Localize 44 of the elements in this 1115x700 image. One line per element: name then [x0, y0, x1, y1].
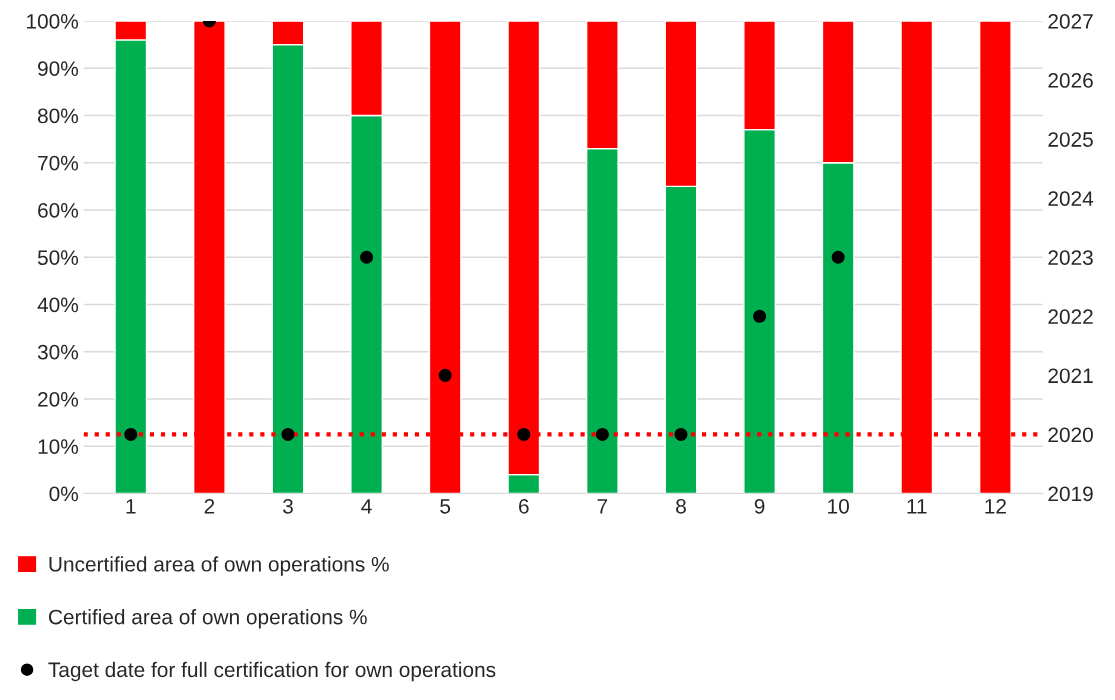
y2-tick-label: 2027 — [1048, 14, 1093, 29]
y-tick-label: 90% — [38, 61, 79, 76]
x-tick-label: 10 — [828, 498, 849, 514]
y-tick-label: 20% — [38, 392, 79, 407]
x-tick-label: 3 — [282, 498, 293, 514]
y-tick-label: 80% — [37, 108, 79, 124]
x-tick-label: 12 — [985, 498, 1006, 514]
y-tick-label: 10% — [38, 439, 79, 454]
point — [753, 309, 767, 323]
legend-label: Taget date for full certification for own operations — [48, 661, 496, 682]
point — [595, 427, 609, 441]
x-tick-label: 4 — [361, 499, 372, 514]
point — [674, 427, 688, 441]
x-tick-label: 11 — [907, 499, 927, 514]
y-tick-label: 30% — [37, 344, 79, 360]
y2-tick-label: 2025 — [1048, 132, 1093, 147]
point — [281, 427, 295, 441]
legend-label: Certified area of own operations % — [48, 609, 367, 629]
legend-label: Uncertified area of own operations % — [49, 556, 389, 576]
y2-tick-label: 2019 — [1048, 486, 1093, 502]
point — [517, 427, 531, 441]
y-tick-label: 0% — [49, 486, 79, 502]
x-tick-label: 9 — [754, 498, 765, 514]
y-tick-label: 70% — [38, 155, 79, 171]
y2-tick-label: 2026 — [1048, 73, 1093, 88]
x-tick-label: 1 — [126, 499, 136, 514]
point — [124, 427, 138, 441]
y2-tick-label: 2020 — [1048, 427, 1093, 443]
x-tick-label: 7 — [597, 499, 608, 514]
x-tick-label: 5 — [440, 499, 451, 514]
x-tick-label: 6 — [519, 498, 529, 514]
point — [438, 368, 452, 382]
y-tick-label: 60% — [38, 203, 79, 218]
y-tick-label: 40% — [37, 297, 79, 313]
y2-tick-label: 2024 — [1048, 191, 1094, 206]
point — [360, 250, 374, 264]
point — [831, 250, 845, 264]
y2-tick-label: 2023 — [1048, 250, 1093, 265]
y-tick-label: 50% — [37, 250, 79, 265]
x-tick-label: 8 — [676, 498, 686, 514]
y2-tick-label: 2021 — [1048, 368, 1093, 384]
y2-tick-label: 2022 — [1048, 309, 1093, 325]
y-tick-label: 100% — [27, 14, 79, 29]
x-tick-label: 2 — [204, 498, 215, 514]
